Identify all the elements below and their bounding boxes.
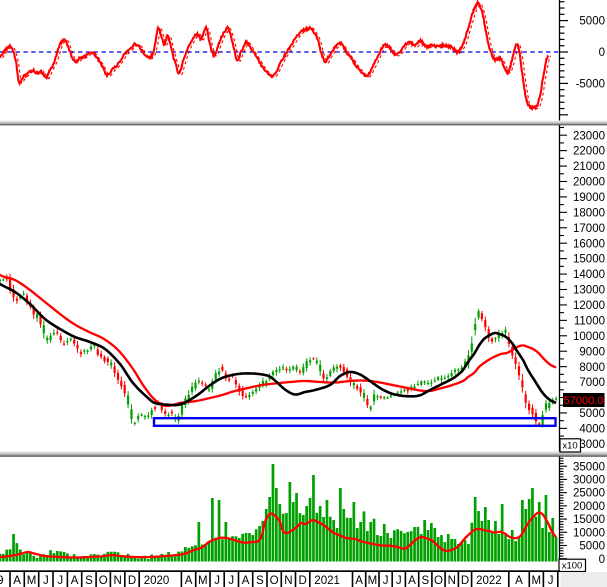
svg-text:D: D (128, 575, 136, 587)
svg-text:16000: 16000 (573, 238, 605, 250)
svg-text:20000: 20000 (573, 501, 605, 513)
svg-text:35000: 35000 (573, 461, 605, 473)
svg-text:4000: 4000 (579, 424, 605, 436)
svg-text:0: 0 (599, 554, 605, 566)
svg-text:10000: 10000 (573, 527, 605, 539)
svg-text:14000: 14000 (573, 269, 605, 281)
svg-text:M: M (27, 575, 37, 587)
svg-text:A: A (71, 575, 79, 587)
svg-text:J: J (396, 575, 402, 587)
svg-text:x100: x100 (562, 561, 583, 572)
svg-text:10000: 10000 (573, 331, 605, 343)
svg-text:A: A (13, 575, 21, 587)
svg-text:J: J (228, 575, 234, 587)
svg-text:2020: 2020 (144, 575, 170, 587)
svg-text:D: D (298, 575, 306, 587)
svg-text:2019: 2019 (0, 575, 4, 587)
svg-text:A: A (408, 575, 416, 587)
svg-text:25000: 25000 (573, 488, 605, 500)
svg-text:S: S (256, 575, 264, 587)
svg-text:O: O (99, 575, 108, 587)
svg-text:J: J (383, 575, 389, 587)
svg-text:15000: 15000 (573, 514, 605, 526)
svg-text:S: S (85, 575, 93, 587)
svg-text:5000: 5000 (579, 408, 605, 420)
svg-text:D: D (461, 575, 469, 587)
svg-text:-5000: -5000 (576, 79, 605, 91)
svg-text:M: M (368, 575, 378, 587)
svg-text:N: N (448, 575, 456, 587)
svg-text:23000: 23000 (573, 130, 605, 142)
svg-text:A: A (355, 575, 363, 587)
svg-text:8000: 8000 (579, 362, 605, 374)
svg-text:M: M (532, 575, 542, 587)
svg-text:57000.0: 57000.0 (564, 395, 604, 407)
svg-text:21000: 21000 (573, 161, 605, 173)
svg-text:J: J (214, 575, 220, 587)
svg-text:O: O (270, 575, 279, 587)
svg-text:11000: 11000 (574, 316, 605, 328)
svg-text:J: J (43, 575, 49, 587)
svg-text:J: J (548, 575, 554, 587)
svg-text:13000: 13000 (573, 285, 605, 297)
svg-text:12000: 12000 (573, 300, 605, 312)
svg-text:O: O (434, 575, 443, 587)
svg-text:9000: 9000 (579, 346, 605, 358)
svg-text:20000: 20000 (573, 177, 605, 189)
svg-text:15000: 15000 (573, 254, 605, 266)
svg-text:30000: 30000 (573, 475, 605, 487)
svg-text:18000: 18000 (573, 207, 605, 219)
svg-text:N: N (284, 575, 292, 587)
svg-text:S: S (421, 575, 429, 587)
svg-text:A: A (515, 575, 523, 587)
svg-text:5000: 5000 (579, 16, 605, 28)
svg-text:N: N (113, 575, 121, 587)
svg-text:J: J (57, 575, 63, 587)
svg-text:2021: 2021 (314, 575, 340, 587)
svg-text:A: A (185, 575, 193, 587)
svg-text:A: A (242, 575, 250, 587)
svg-text:17000: 17000 (573, 223, 605, 235)
svg-text:7000: 7000 (579, 377, 605, 389)
svg-text:22000: 22000 (573, 146, 605, 158)
svg-text:5000: 5000 (579, 541, 605, 553)
svg-text:M: M (198, 575, 208, 587)
svg-text:0: 0 (599, 47, 605, 59)
svg-text:3000: 3000 (579, 439, 605, 451)
svg-text:2022: 2022 (476, 575, 502, 587)
svg-text:19000: 19000 (573, 192, 605, 204)
svg-text:x10: x10 (562, 441, 577, 452)
